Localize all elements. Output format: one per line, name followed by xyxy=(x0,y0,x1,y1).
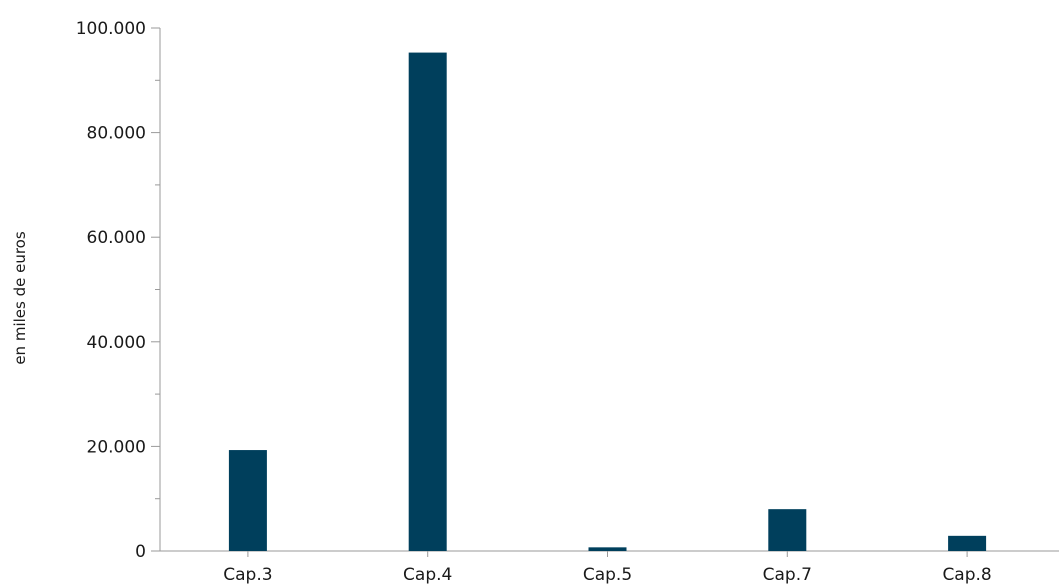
y-tick-label: 80.000 xyxy=(87,124,146,144)
y-axis-title: en miles de euros xyxy=(11,231,29,365)
bar-cap-5 xyxy=(588,547,627,551)
y-tick-label: 60.000 xyxy=(87,228,146,248)
x-tick-label: Cap.4 xyxy=(403,565,452,585)
y-tick-label: 20.000 xyxy=(87,437,146,457)
y-tick-label: 100.000 xyxy=(76,19,146,39)
x-tick-label: Cap.8 xyxy=(942,565,991,585)
x-tick-label: Cap.7 xyxy=(763,565,812,585)
x-tick-label: Cap.3 xyxy=(223,565,272,585)
bar-cap-3 xyxy=(228,450,267,551)
y-tick-label: 0 xyxy=(135,542,146,562)
x-tick-label: Cap.5 xyxy=(583,565,632,585)
bar-cap-7 xyxy=(768,509,807,551)
y-tick-label: 40.000 xyxy=(87,333,146,353)
bar-cap-4 xyxy=(408,52,447,552)
bar-cap-8 xyxy=(948,535,987,551)
